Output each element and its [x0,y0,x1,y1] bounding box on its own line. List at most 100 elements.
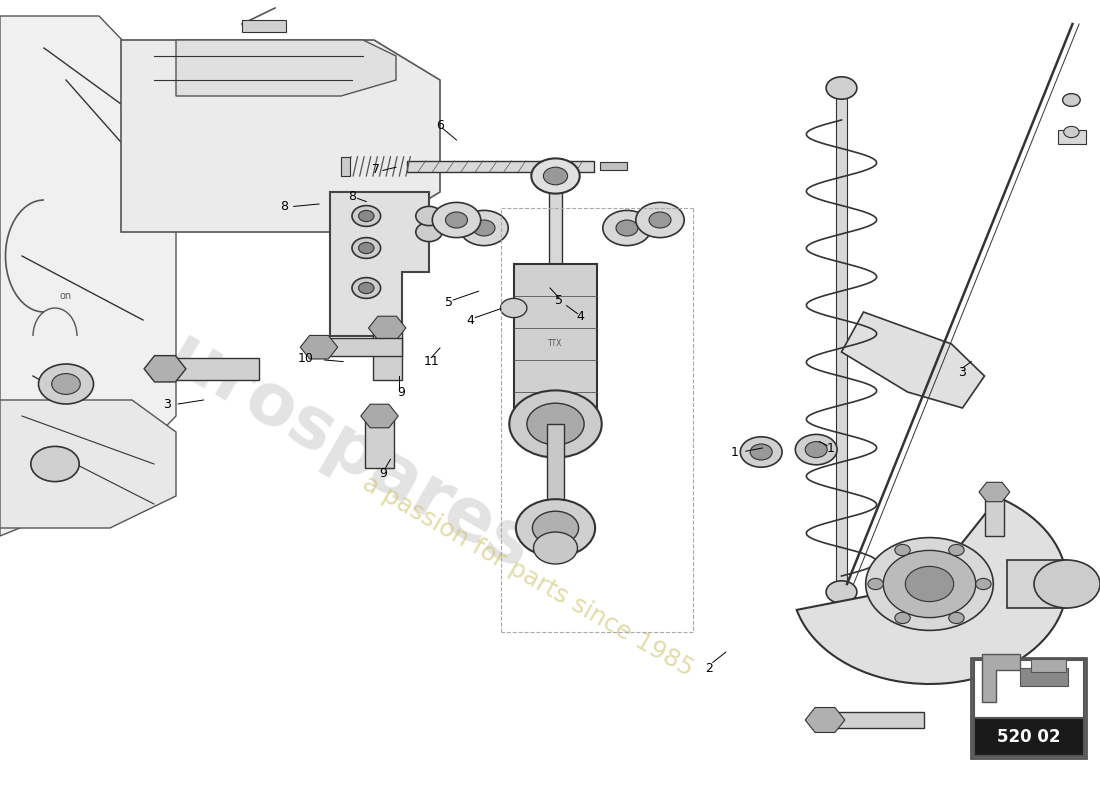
Polygon shape [361,404,398,428]
Bar [974,718,1084,756]
Polygon shape [368,316,406,340]
Bar [971,658,1086,758]
Bar [373,328,402,380]
Bar [974,660,1084,718]
Bar [319,338,402,356]
Text: 8: 8 [279,200,288,213]
Bar [984,492,1004,536]
Bar [1031,659,1066,672]
Circle shape [509,390,602,458]
Circle shape [531,158,580,194]
Circle shape [948,545,964,556]
Circle shape [1034,560,1100,608]
Text: 1: 1 [730,446,739,458]
Polygon shape [805,707,845,733]
Circle shape [543,167,568,185]
Text: 9: 9 [378,467,387,480]
Text: on: on [59,291,73,301]
Circle shape [500,298,527,318]
Bar [341,157,350,176]
Circle shape [868,578,883,590]
Circle shape [527,403,584,445]
Circle shape [1064,126,1079,138]
Circle shape [866,538,993,630]
Bar [549,176,562,264]
Text: a passion for parts since 1985: a passion for parts since 1985 [359,471,697,681]
Text: 3: 3 [163,398,172,410]
Polygon shape [979,482,1010,502]
Circle shape [352,278,381,298]
Circle shape [516,499,595,557]
Circle shape [826,77,857,99]
Circle shape [534,532,578,564]
Circle shape [460,210,508,246]
Text: 520 02: 520 02 [997,728,1060,746]
Text: 3: 3 [958,366,967,378]
Circle shape [359,210,374,222]
Bar [160,358,258,380]
Text: 8: 8 [348,190,356,202]
Circle shape [359,242,374,254]
Circle shape [826,581,857,603]
Circle shape [976,578,991,590]
Polygon shape [982,654,1020,702]
Circle shape [740,437,782,467]
Bar [600,162,627,170]
Circle shape [636,202,684,238]
Circle shape [416,206,442,226]
Polygon shape [144,356,186,382]
Circle shape [603,210,651,246]
Circle shape [52,374,80,394]
Text: TTX: TTX [548,339,563,349]
Circle shape [432,202,481,238]
Circle shape [905,566,954,602]
Bar [825,712,924,728]
Text: 5: 5 [554,294,563,306]
Circle shape [616,220,638,236]
Text: 2: 2 [705,662,714,674]
Bar [1058,130,1086,144]
Polygon shape [0,16,176,536]
Bar [1020,668,1068,686]
Bar [1006,560,1067,608]
Circle shape [31,446,79,482]
Polygon shape [176,40,396,96]
Circle shape [39,364,94,404]
Circle shape [795,434,837,465]
Circle shape [894,545,911,556]
Text: 11: 11 [424,355,439,368]
Circle shape [446,212,468,228]
Bar [407,161,594,172]
Circle shape [948,612,964,623]
Circle shape [883,550,976,618]
Circle shape [352,238,381,258]
Circle shape [750,444,772,460]
Polygon shape [300,335,338,359]
Bar [365,416,394,468]
Polygon shape [0,400,176,528]
Bar [547,424,564,528]
Bar [836,96,847,624]
Text: 7: 7 [372,163,381,176]
Circle shape [416,222,442,242]
Circle shape [473,220,495,236]
Bar [242,20,286,32]
Circle shape [532,511,579,545]
Circle shape [1063,94,1080,106]
Text: 4: 4 [576,310,585,322]
Wedge shape [796,498,1067,684]
Polygon shape [514,264,597,424]
Text: 4: 4 [466,314,475,326]
Polygon shape [330,192,429,336]
Circle shape [805,442,827,458]
Polygon shape [842,312,984,408]
Circle shape [352,206,381,226]
Circle shape [359,282,374,294]
Text: 1: 1 [826,442,835,454]
Circle shape [649,212,671,228]
Text: 6: 6 [436,119,444,132]
Text: eurospares: eurospares [114,296,546,584]
Text: 5: 5 [444,296,453,309]
Circle shape [894,612,911,623]
Text: 9: 9 [397,386,406,398]
